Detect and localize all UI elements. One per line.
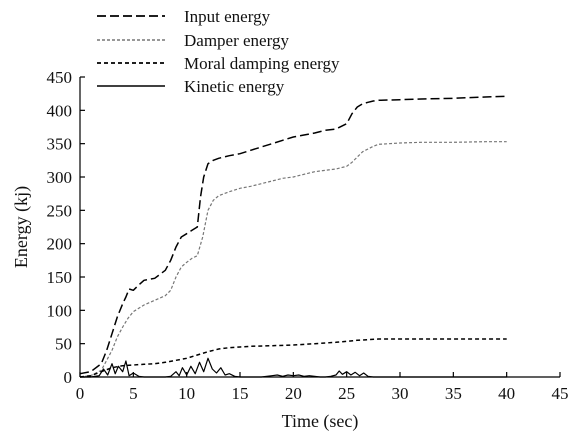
x-tick-label: 10 <box>178 384 195 403</box>
x-tick-label: 15 <box>232 384 249 403</box>
y-tick-label: 0 <box>64 368 73 387</box>
y-tick-label: 350 <box>47 135 73 154</box>
y-ticks: 0 50 100 150 200 250 300 350 400 450 <box>47 68 85 387</box>
x-tick-label: 5 <box>129 384 138 403</box>
plot-lines <box>79 95 507 378</box>
x-ticks: 0 5 10 15 20 25 30 35 40 45 <box>76 372 569 403</box>
y-tick-label: 400 <box>47 101 73 120</box>
series-line-3 <box>79 338 507 378</box>
x-tick-label: 0 <box>76 384 85 403</box>
series-line-1 <box>79 95 507 375</box>
x-tick-label: 40 <box>498 384 515 403</box>
legend-label-2: Damper energy <box>184 31 289 50</box>
y-tick-label: 100 <box>47 301 73 320</box>
x-tick-label: 45 <box>552 384 569 403</box>
y-tick-label: 200 <box>47 235 73 254</box>
x-axis-title: Time (sec) <box>282 411 359 432</box>
series-line-2 <box>79 141 507 378</box>
axes <box>79 77 560 378</box>
x-tick-label: 20 <box>285 384 302 403</box>
legend-label-3: Moral damping energy <box>184 54 340 73</box>
y-axis-title: Energy (kj) <box>11 186 32 268</box>
legend-label-4: Kinetic energy <box>184 77 285 96</box>
y-tick-label: 50 <box>55 335 72 354</box>
y-tick-label: 150 <box>47 268 73 287</box>
y-tick-label: 300 <box>47 168 73 187</box>
y-tick-label: 250 <box>47 201 73 220</box>
legend-label-1: Input energy <box>184 7 271 26</box>
y-tick-label: 450 <box>47 68 73 87</box>
x-tick-label: 35 <box>445 384 462 403</box>
x-tick-label: 30 <box>392 384 409 403</box>
series-line-4 <box>80 357 507 378</box>
x-tick-label: 25 <box>338 384 355 403</box>
legend: Input energy Damper energy Moral damping e… <box>97 7 340 96</box>
